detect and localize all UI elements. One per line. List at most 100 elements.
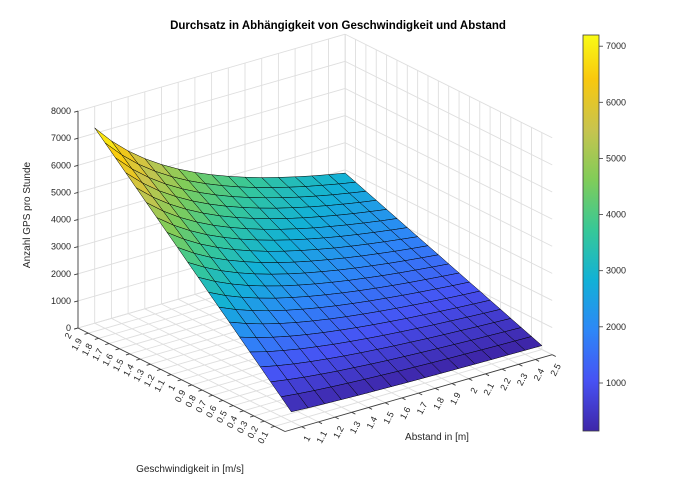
z-tick-mark: [74, 327, 79, 330]
z-tick-mark: [74, 191, 79, 194]
y-tick-mark: [229, 405, 234, 408]
grid-line: [344, 33, 553, 139]
x-tick-mark: [468, 378, 473, 381]
y-tick-mark: [115, 348, 120, 351]
y-tick-mark: [146, 363, 151, 366]
x-tick-mark: [351, 411, 356, 415]
colorbar-tick-label: 1000: [606, 378, 626, 388]
colorbar-bar: [582, 34, 600, 432]
x-tick-label: 1.7: [415, 400, 430, 416]
x-tick-mark: [485, 373, 490, 377]
colorbar-tick-label: 4000: [606, 210, 626, 220]
z-tick-label: 7000: [51, 133, 71, 143]
grid-line: [274, 349, 542, 427]
surface-mesh: [94, 127, 543, 413]
grid-line: [344, 142, 553, 247]
z-tick-label: 4000: [51, 215, 71, 225]
colorbar-tick-label: 6000: [606, 97, 626, 107]
x-tick-label: 1.8: [431, 396, 446, 412]
x-tick-mark: [368, 407, 373, 410]
x-tick-mark: [418, 392, 423, 396]
x-tick-label: 1: [301, 434, 312, 443]
colorbar-tick-label: 2000: [606, 322, 626, 332]
x-tick-label: 2: [468, 386, 479, 395]
x-tick-mark: [518, 363, 523, 367]
z-tick-label: 0: [66, 323, 71, 333]
y-tick-mark: [260, 420, 265, 423]
x-tick-label: 1.2: [331, 424, 346, 440]
x-tick-mark: [551, 354, 556, 357]
x-tick-mark: [435, 387, 440, 391]
colorbar: 1000 2000 3000 4000 5000 6000 7000: [582, 34, 626, 432]
grid-line: [77, 60, 346, 139]
axis-lines-and-ticks: [74, 110, 556, 432]
y-tick-label: 2: [63, 331, 74, 340]
x-tick-label: 1.1: [314, 429, 329, 445]
x-tick-label: 1.3: [348, 420, 363, 436]
y-tick-mark: [94, 337, 99, 340]
x-tick-mark: [451, 383, 456, 386]
x-tick-label: 2.2: [498, 376, 513, 392]
x-tick-mark: [384, 402, 389, 405]
y-tick-mark: [136, 358, 141, 361]
x-tick-label: 1.6: [398, 405, 413, 421]
x-tick-label: 1.4: [365, 415, 380, 431]
z-tick-label: 8000: [51, 106, 71, 116]
x-tick-mark: [501, 368, 506, 372]
grid-line: [77, 33, 346, 112]
x-tick-mark: [535, 359, 540, 362]
grid-line: [344, 115, 553, 220]
y-tick-mark: [125, 353, 130, 356]
x-tick-mark: [301, 426, 306, 429]
x-tick-label: 1.9: [448, 391, 463, 407]
y-tick-label: 1: [166, 383, 177, 392]
z-tick-label: 3000: [51, 242, 71, 252]
colorbar-tick-label: 3000: [606, 266, 626, 276]
y-tick-mark: [84, 332, 89, 335]
colorbar-tick-label: 7000: [606, 41, 626, 51]
z-tick-label: 5000: [51, 187, 71, 197]
x-tick-label: 1.5: [381, 410, 396, 426]
x-tick-mark: [318, 421, 323, 425]
x-tick-mark: [401, 397, 406, 401]
z-tick-mark: [74, 219, 79, 222]
y-axis-label: Geschwindigkeit in [m/s]: [136, 464, 244, 475]
plot-title: Durchsatz in Abhängigkeit von Geschwindi…: [170, 20, 506, 32]
grid-line: [77, 115, 346, 193]
z-tick-mark: [74, 164, 79, 167]
x-tick-mark: [334, 416, 339, 420]
surface-face: [280, 393, 309, 413]
colorbar-tick-label: 5000: [606, 154, 626, 164]
z-axis-label: Anzahl GPS pro Stunde: [22, 161, 33, 268]
x-tick-label: 2.3: [515, 372, 530, 388]
y-tick-mark: [218, 400, 224, 402]
y-tick-mark: [105, 343, 110, 346]
grid-line: [344, 60, 553, 166]
grid-line: [344, 88, 553, 193]
y-tick-mark: [239, 410, 244, 413]
y-tick-mark: [270, 425, 275, 428]
x-tick-label: 2.1: [481, 381, 496, 397]
z-tick-mark: [74, 137, 79, 140]
x-axis-label: Abstand in [m]: [405, 432, 469, 443]
y-tick-mark: [187, 384, 192, 387]
z-tick-mark: [74, 300, 79, 303]
y-tick-mark: [198, 389, 203, 392]
x-tick-label: 2.5: [548, 362, 563, 378]
z-tick-mark: [74, 246, 79, 249]
grid-line: [344, 169, 553, 274]
y-tick-mark: [177, 379, 182, 382]
y-tick-mark: [156, 368, 161, 371]
y-tick-mark: [167, 374, 172, 377]
z-tick-label: 1000: [51, 296, 71, 306]
z-tick-mark: [74, 273, 79, 276]
surface-face: [94, 127, 123, 156]
y-tick-mark: [249, 415, 255, 418]
z-tick-label: 6000: [51, 160, 71, 170]
z-tick-mark: [74, 110, 79, 113]
x-tick-label: 2.4: [532, 367, 547, 383]
z-tick-label: 2000: [51, 269, 71, 279]
y-tick-mark: [208, 394, 213, 397]
